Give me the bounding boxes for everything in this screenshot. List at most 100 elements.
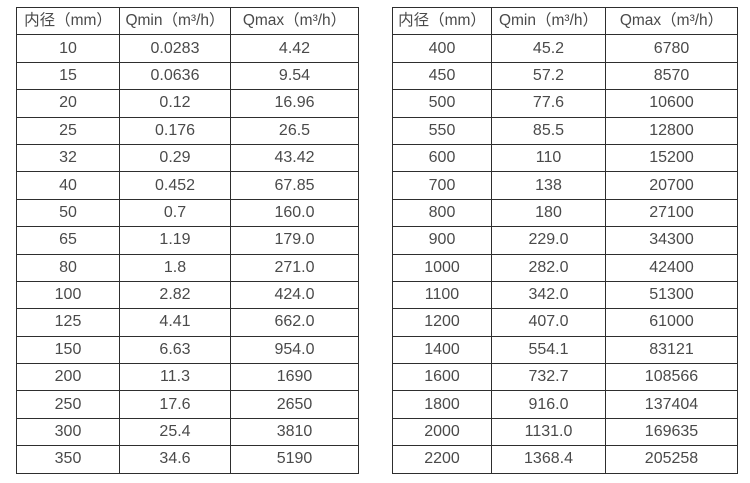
- table-cell: 15: [16, 61, 120, 91]
- table-row: 50 0.7 160.0: [16, 198, 359, 228]
- table-cell: 45.2: [491, 34, 606, 63]
- table-row: 2200 1368.4 205258: [392, 445, 738, 474]
- table-cell: 11.3: [119, 363, 231, 392]
- table-row: 350 34.6 5190: [16, 445, 359, 474]
- table-cell: 67.85: [230, 171, 359, 200]
- table-cell: 1368.4: [491, 445, 606, 474]
- table-cell: 1600: [392, 363, 492, 392]
- table-cell: 250: [16, 390, 120, 419]
- table-cell: 2200: [392, 445, 492, 474]
- table-cell: 179.0: [230, 226, 359, 255]
- table-cell: 17.6: [119, 390, 231, 419]
- table-cell: 350: [16, 445, 120, 474]
- table-cell: 4.42: [230, 34, 359, 63]
- table-row: 20 0.12 16.96: [16, 89, 359, 118]
- table-row: 250 17.6 2650: [16, 390, 359, 419]
- table-cell: 342.0: [491, 280, 606, 310]
- table-cell: 4.41: [119, 308, 231, 337]
- table-row: 500 77.6 10600: [392, 89, 738, 118]
- header-qmin: Qmin（m³/h）: [119, 6, 231, 36]
- table-cell: 2000: [392, 417, 492, 447]
- header-diameter: 内径（mm）: [392, 6, 492, 36]
- table-cell: 954.0: [230, 335, 359, 365]
- table-cell: 1.8: [119, 253, 231, 282]
- table-cell: 700: [392, 171, 492, 200]
- table-cell: 100: [16, 280, 120, 310]
- table-cell: 10: [16, 34, 120, 63]
- header-qmin: Qmin（m³/h）: [491, 6, 606, 36]
- table-cell: 8570: [605, 61, 738, 91]
- table-cell: 20: [16, 89, 120, 118]
- table-cell: 110: [491, 143, 606, 173]
- table-body: 10 0.0283 4.42 15 0.0636 9.54 20 0.12 16.96 25 0.1…: [16, 34, 359, 474]
- table-cell: 42400: [605, 253, 738, 282]
- table-cell: 20700: [605, 171, 738, 200]
- table-row: 1100 342.0 51300: [392, 280, 738, 310]
- table-cell: 500: [392, 89, 492, 118]
- table-cell: 400: [392, 34, 492, 63]
- table-cell: 150: [16, 335, 120, 365]
- table-cell: 229.0: [491, 226, 606, 255]
- table-cell: 65: [16, 226, 120, 255]
- table-cell: 5190: [230, 445, 359, 474]
- table-cell: 600: [392, 143, 492, 173]
- flow-range-table-large-diameters: 内径（mm） Qmin（m³/h） Qmax（m³/h） 400 45.2 6780…: [392, 6, 738, 474]
- table-row: 600 110 15200: [392, 143, 738, 173]
- table-row: 400 45.2 6780: [392, 34, 738, 63]
- table-cell: 57.2: [491, 61, 606, 91]
- table-cell: 9.54: [230, 61, 359, 91]
- table-cell: 16.96: [230, 89, 359, 118]
- flow-range-table-small-diameters: 内径（mm） Qmin（m³/h） Qmax（m³/h） 10 0.0283 4.4…: [16, 6, 359, 474]
- table-cell: 554.1: [491, 335, 606, 365]
- table-row: 15 0.0636 9.54: [16, 61, 359, 91]
- table-cell: 300: [16, 417, 120, 447]
- table-cell: 108566: [605, 363, 738, 392]
- table-cell: 0.452: [119, 171, 231, 200]
- table-cell: 800: [392, 198, 492, 228]
- table-cell: 25.4: [119, 417, 231, 447]
- table-row: 65 1.19 179.0: [16, 226, 359, 255]
- table-row: 300 25.4 3810: [16, 417, 359, 447]
- table-cell: 450: [392, 61, 492, 91]
- table-row: 1400 554.1 83121: [392, 335, 738, 365]
- table-cell: 50: [16, 198, 120, 228]
- table-cell: 1000: [392, 253, 492, 282]
- table-row: 800 180 27100: [392, 198, 738, 228]
- table-cell: 0.176: [119, 116, 231, 145]
- table-row: 100 2.82 424.0: [16, 280, 359, 310]
- table-row: 1000 282.0 42400: [392, 253, 738, 282]
- table-cell: 61000: [605, 308, 738, 337]
- table-cell: 137404: [605, 390, 738, 419]
- table-cell: 0.29: [119, 143, 231, 173]
- table-cell: 1400: [392, 335, 492, 365]
- table-cell: 180: [491, 198, 606, 228]
- header-diameter: 内径（mm）: [16, 6, 120, 36]
- table-cell: 85.5: [491, 116, 606, 145]
- table-row: 32 0.29 43.42: [16, 143, 359, 173]
- table-row: 900 229.0 34300: [392, 226, 738, 255]
- table-row: 1600 732.7 108566: [392, 363, 738, 392]
- table-cell: 1131.0: [491, 417, 606, 447]
- table-cell: 0.7: [119, 198, 231, 228]
- table-cell: 0.0283: [119, 34, 231, 63]
- table-cell: 10600: [605, 89, 738, 118]
- table-row: 550 85.5 12800: [392, 116, 738, 145]
- table-row: 1800 916.0 137404: [392, 390, 738, 419]
- table-row: 125 4.41 662.0: [16, 308, 359, 337]
- table-row: 40 0.452 67.85: [16, 171, 359, 200]
- table-cell: 32: [16, 143, 120, 173]
- table-row: 1200 407.0 61000: [392, 308, 738, 337]
- table-cell: 77.6: [491, 89, 606, 118]
- table-cell: 2650: [230, 390, 359, 419]
- table-cell: 169635: [605, 417, 738, 447]
- table-cell: 200: [16, 363, 120, 392]
- table-cell: 15200: [605, 143, 738, 173]
- table-header-row: 内径（mm） Qmin（m³/h） Qmax（m³/h）: [392, 6, 738, 36]
- table-cell: 83121: [605, 335, 738, 365]
- table-cell: 40: [16, 171, 120, 200]
- table-row: 80 1.8 271.0: [16, 253, 359, 282]
- table-cell: 160.0: [230, 198, 359, 228]
- table-cell: 138: [491, 171, 606, 200]
- table-cell: 1800: [392, 390, 492, 419]
- table-cell: 0.12: [119, 89, 231, 118]
